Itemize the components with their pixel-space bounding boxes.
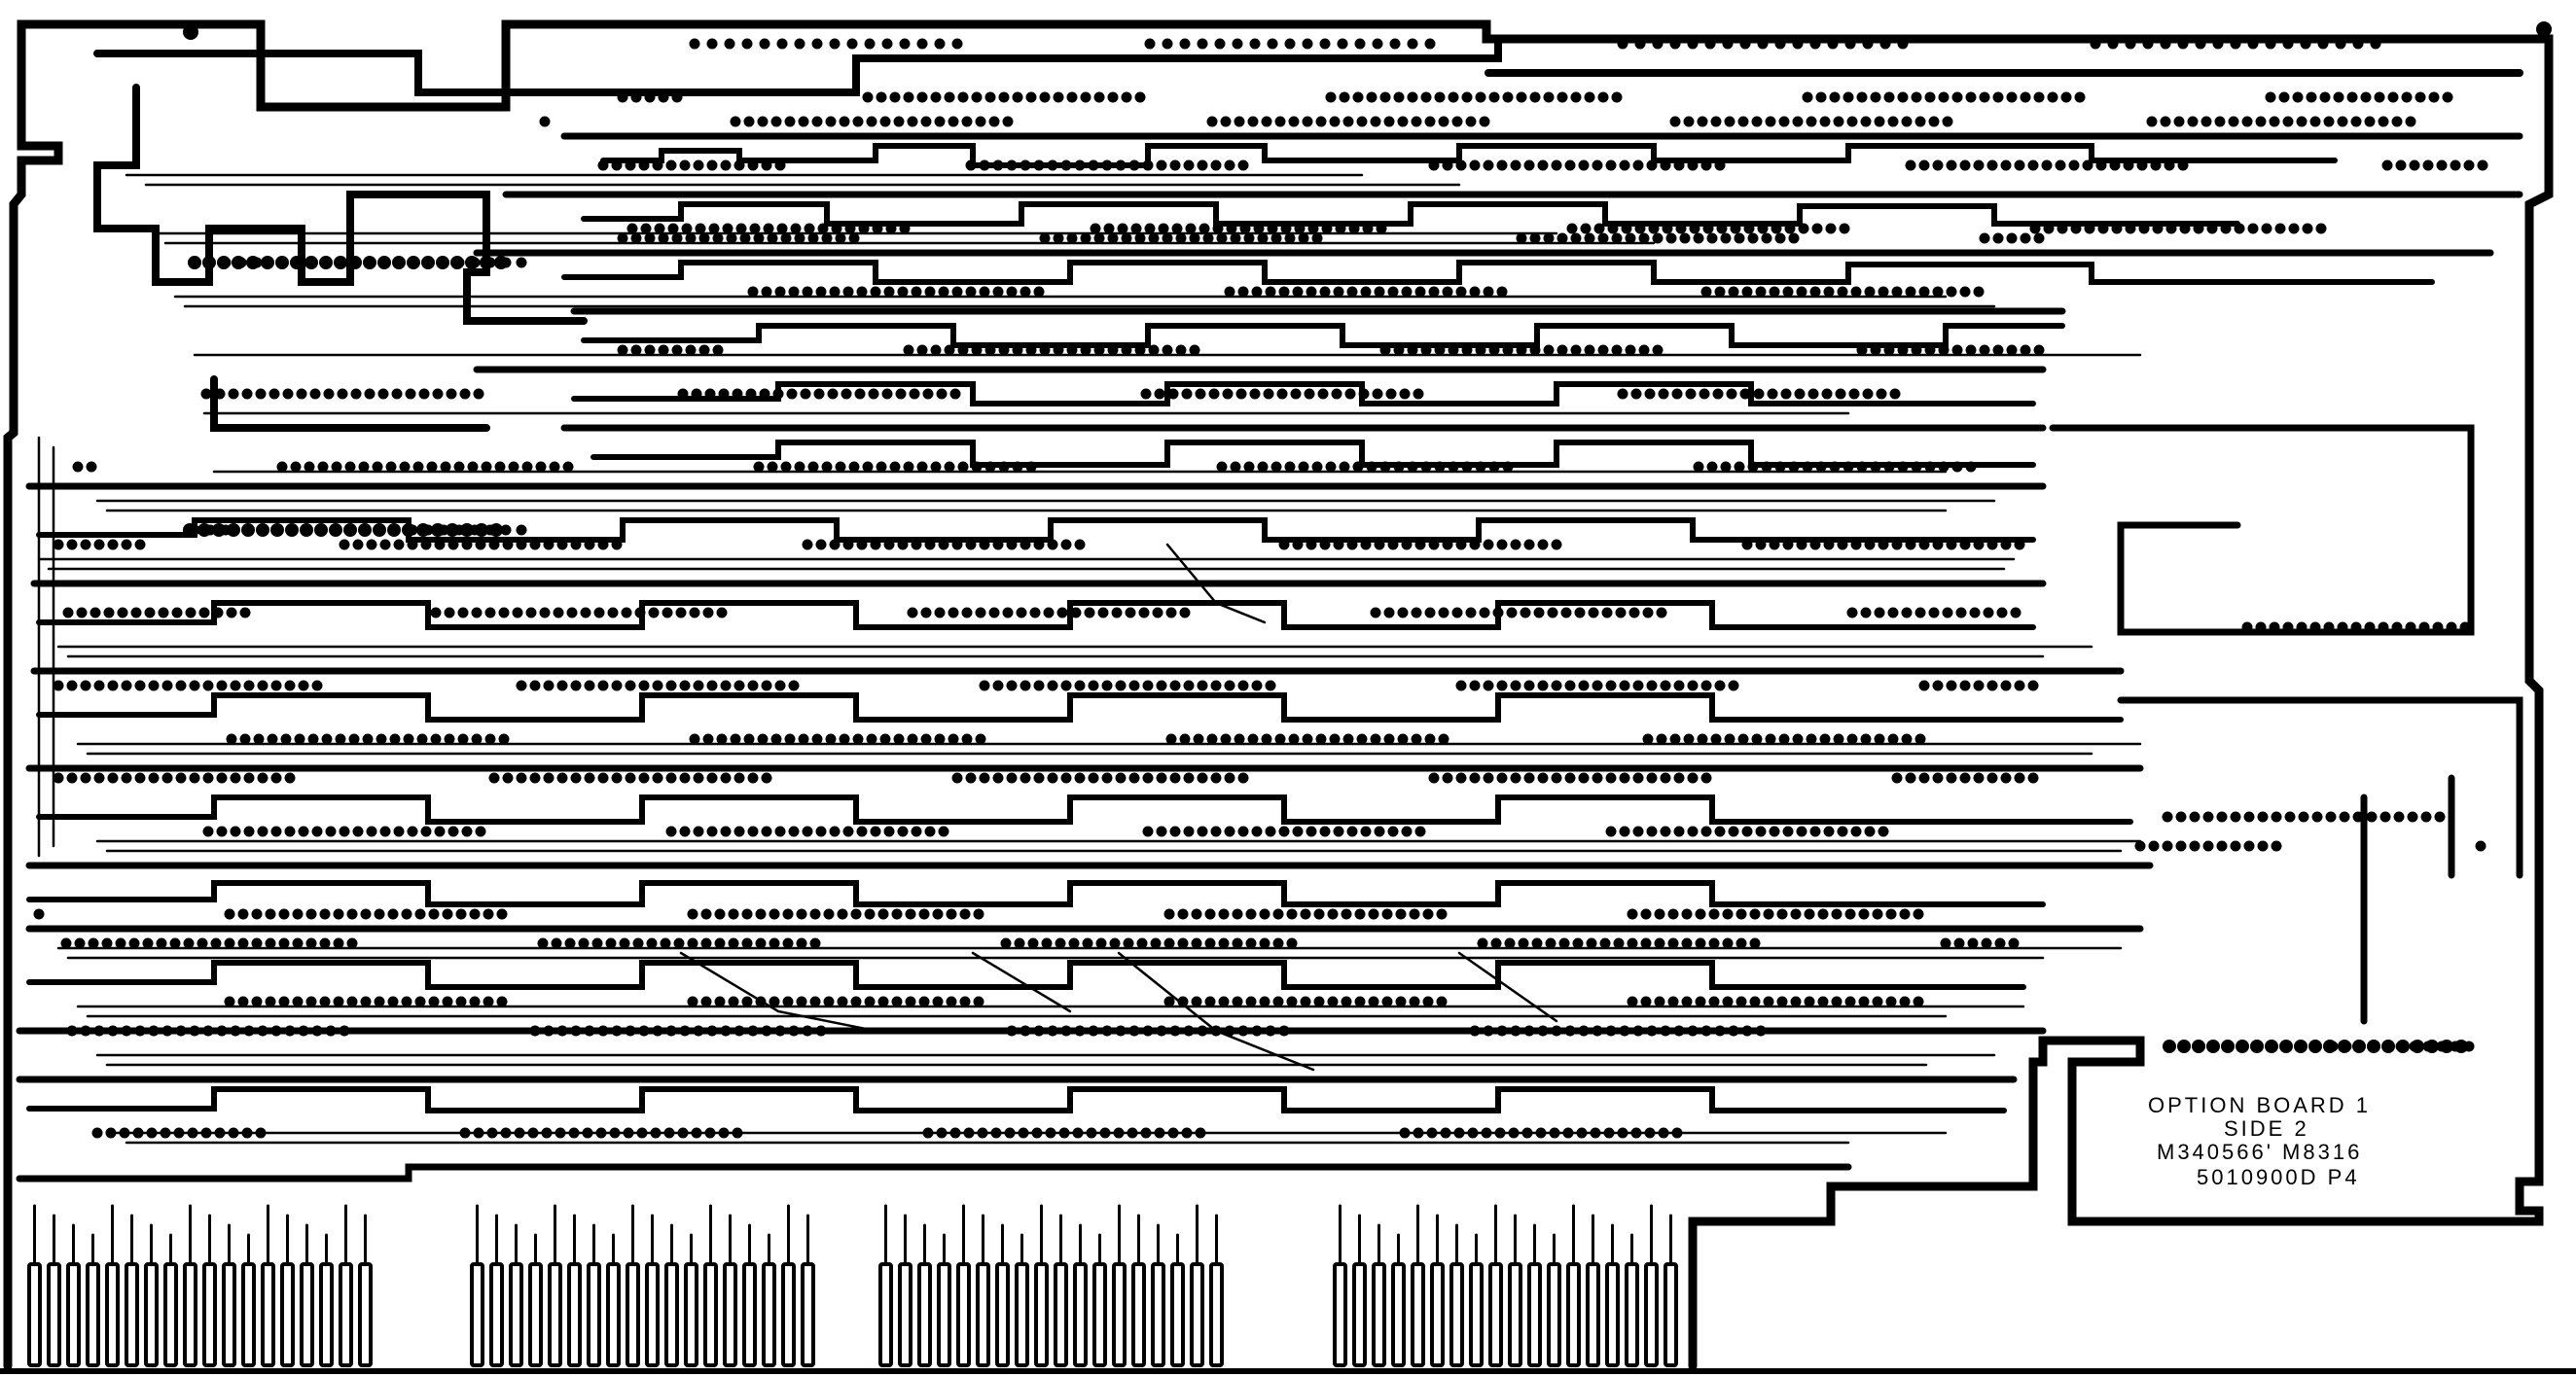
right-module-lower bbox=[2117, 696, 2523, 1025]
stepped-rails bbox=[26, 143, 2435, 1113]
left-bus bbox=[93, 84, 588, 325]
board-label-line4: 5010900D P4 bbox=[2197, 1165, 2360, 1189]
power-rails bbox=[16, 35, 2523, 1183]
board-label-block: OPTION BOARD 1 SIDE 2 M340566' M8316 501… bbox=[2148, 1093, 2371, 1189]
board-outline bbox=[3, 19, 2554, 1371]
board-label-line1: OPTION BOARD 1 bbox=[2148, 1093, 2371, 1117]
left-box bbox=[210, 375, 490, 432]
pad-field bbox=[33, 38, 2488, 1139]
edge-connector bbox=[27, 1204, 1678, 1367]
right-module-upper bbox=[2049, 424, 2475, 636]
board-label-line3: M340566' M8316 bbox=[2157, 1140, 2362, 1164]
registration-mark-right bbox=[2536, 21, 2552, 37]
board-label-line2: SIDE 2 bbox=[2224, 1116, 2309, 1141]
registration-mark-left bbox=[183, 24, 198, 40]
